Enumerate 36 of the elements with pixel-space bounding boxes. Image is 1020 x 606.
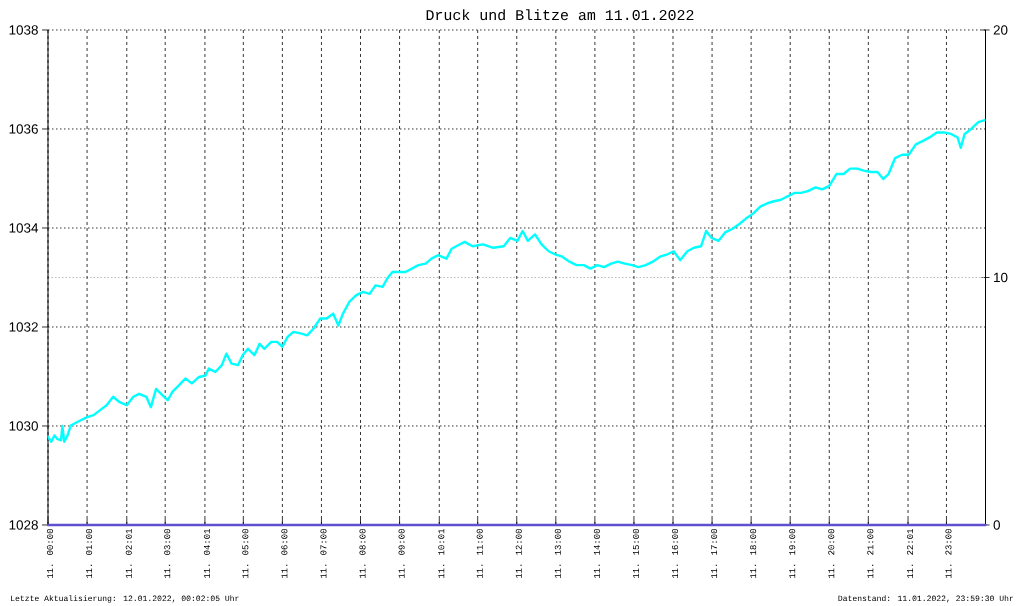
y-tick-label: 1036 <box>9 124 38 134</box>
x-tick-label: 11. 02:01 <box>125 528 132 579</box>
x-tick-label: 11. 14:00 <box>593 529 600 579</box>
chart-title: Druck und Blitze am 11.01.2022 <box>426 9 694 21</box>
x-tick-label: 11. 13:00 <box>554 529 561 579</box>
x-tick-label: 11. 18:00 <box>750 529 757 579</box>
y2-tick-label: 0 <box>993 520 1000 530</box>
y2-tick-label: 10 <box>994 272 1008 283</box>
x-tick-label: 11. 17:00 <box>711 529 718 579</box>
text: Datenstand: 11.01.2022, 23:59:30 Uhr <box>838 595 1014 603</box>
x-tick-label: 11. 16:00 <box>671 529 679 579</box>
x-tick-label: 11. 21:00 <box>867 529 874 579</box>
y-tick-label: 1034 <box>9 223 39 233</box>
x-tick-label: 11. 15:00 <box>632 529 639 579</box>
text: Letzte Aktualisierung: 12.01.2022, 00:02:05 Uhr <box>11 595 239 603</box>
x-tick-label: 11. 12:00 <box>515 529 522 579</box>
x-tick-label: 11. 06:00 <box>281 529 288 579</box>
y-tick-label: 1038 <box>9 25 38 35</box>
x-tick-label: 11. 05:00 <box>242 529 249 579</box>
x-tick-label: 11. 01:00 <box>86 529 93 579</box>
y-tick-label: 1032 <box>9 322 38 332</box>
y-tick-label: 1030 <box>9 421 38 431</box>
y-tick-label: 1028 <box>9 520 38 530</box>
x-tick-label: 11. 20:00 <box>828 529 835 579</box>
x-tick-label: 11. 03:00 <box>164 529 171 579</box>
y2-tick-label: 20 <box>993 25 1008 35</box>
x-tick-label: 11. 07:00 <box>320 529 327 579</box>
x-tick-label: 11. 08:00 <box>359 529 366 579</box>
x-tick-label: 11. 00:00 <box>46 529 54 579</box>
x-tick-label: 11. 23:00 <box>945 529 952 579</box>
x-tick-label: 11. 10:01 <box>438 528 445 579</box>
x-tick-label: 11. 22:01 <box>906 528 914 579</box>
x-tick-label: 11. 09:00 <box>398 529 405 579</box>
x-tick-label: 11. 04:01 <box>203 528 210 579</box>
x-tick-label: 11. 19:00 <box>789 529 796 579</box>
x-tick-label: 11. 11:00 <box>476 529 483 579</box>
